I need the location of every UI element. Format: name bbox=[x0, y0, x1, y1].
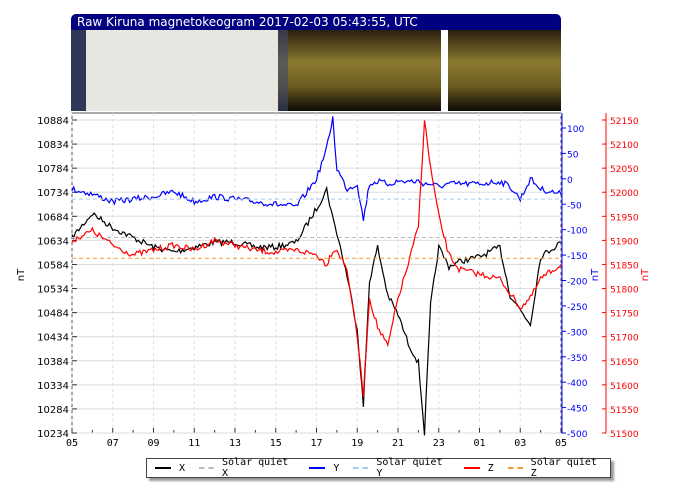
right2-tick-label: 51800 bbox=[610, 286, 639, 296]
legend-label: X bbox=[179, 462, 186, 474]
series-x bbox=[71, 185, 562, 436]
legend-label: Solar quiet X bbox=[222, 457, 289, 479]
right1-tick-label: -500 bbox=[567, 430, 588, 440]
right1-tick-label: -150 bbox=[567, 252, 588, 262]
keogram-night-segment bbox=[71, 30, 86, 111]
right1-tick-label: -250 bbox=[567, 303, 588, 313]
legend-label: Solar quiet Z bbox=[530, 457, 597, 479]
right2-tick-label: 51650 bbox=[610, 358, 639, 368]
left-tick-label: 10434 bbox=[37, 333, 69, 344]
x-tick-label: 07 bbox=[107, 438, 119, 449]
legend-label: Solar quiet Y bbox=[376, 457, 443, 479]
left-tick-label: 10484 bbox=[37, 309, 69, 320]
left-tick-label: 10784 bbox=[37, 164, 69, 175]
legend-label: Z bbox=[487, 462, 494, 474]
left-tick-label: 10534 bbox=[37, 285, 69, 296]
right2-tick-label: 51850 bbox=[610, 261, 639, 271]
right1-tick-label: 100 bbox=[567, 125, 584, 135]
right1-tick-label: 0 bbox=[567, 176, 573, 186]
legend-swatch bbox=[353, 467, 369, 469]
x-tick-label: 05 bbox=[555, 438, 567, 449]
left-tick-label: 10734 bbox=[37, 188, 69, 199]
legend-item: Z bbox=[463, 462, 494, 474]
legend-item: X bbox=[155, 463, 185, 474]
axis-label-nT: nT bbox=[590, 268, 601, 281]
right1-tick-label: -200 bbox=[567, 278, 588, 288]
left-tick-label: 10884 bbox=[37, 116, 69, 127]
right2-tick-label: 51600 bbox=[610, 382, 639, 392]
x-tick-label: 05 bbox=[66, 438, 78, 449]
keogram-aurora-segment bbox=[278, 30, 441, 111]
series-y bbox=[71, 116, 562, 221]
x-tick-label: 13 bbox=[229, 438, 241, 449]
keogram-missing-segment bbox=[86, 30, 278, 111]
left-tick-label: 10334 bbox=[37, 381, 69, 392]
left-tick-label: 10234 bbox=[37, 429, 69, 440]
left-tick-label: 10684 bbox=[37, 212, 69, 223]
right2-tick-label: 52150 bbox=[610, 117, 639, 127]
right2-tick-label: 51900 bbox=[610, 237, 639, 247]
right1-tick-label: -300 bbox=[567, 328, 588, 338]
left-tick-label: 10384 bbox=[37, 357, 69, 368]
legend-item: Solar quiet X bbox=[199, 457, 295, 479]
axis-label-nT: nT bbox=[640, 268, 651, 281]
x-tick-label: 23 bbox=[433, 438, 445, 449]
legend: X Solar quiet X Y Solar quiet Y Z Solar quiet… bbox=[146, 457, 611, 479]
left-tick-label: 10584 bbox=[37, 260, 69, 271]
x-tick-label: 03 bbox=[514, 438, 526, 449]
right1-tick-label: -100 bbox=[567, 227, 588, 237]
legend-item: Solar quiet Z bbox=[507, 457, 604, 479]
right2-tick-label: 52100 bbox=[610, 141, 639, 151]
right1-tick-label: -50 bbox=[567, 201, 582, 211]
legend-swatch bbox=[463, 467, 480, 469]
keogram-image bbox=[71, 30, 561, 111]
right2-tick-label: 51750 bbox=[610, 310, 639, 320]
x-tick-label: 17 bbox=[310, 438, 322, 449]
right2-tick-label: 51950 bbox=[610, 213, 639, 223]
keogram-gap bbox=[441, 30, 448, 111]
chart-title: Raw Kiruna magnetokeogram 2017-02-03 05:… bbox=[71, 14, 561, 30]
right2-tick-label: 52000 bbox=[610, 189, 639, 199]
keogram-strip bbox=[71, 30, 561, 111]
x-tick-label: 21 bbox=[392, 438, 404, 449]
x-tick-label: 09 bbox=[147, 438, 159, 449]
right1-tick-label: -350 bbox=[567, 354, 588, 364]
legend-label: Y bbox=[333, 462, 340, 474]
legend-swatch bbox=[155, 467, 171, 469]
legend-swatch bbox=[507, 467, 523, 469]
right1-tick-label: -400 bbox=[567, 379, 588, 389]
legend-swatch bbox=[199, 467, 215, 469]
x-tick-label: 19 bbox=[351, 438, 363, 449]
axis-label-nT: nT bbox=[16, 268, 27, 281]
left-tick-label: 10634 bbox=[37, 236, 69, 247]
x-tick-label: 01 bbox=[473, 438, 485, 449]
legend-swatch bbox=[309, 467, 326, 469]
keogram-aurora-segment bbox=[448, 30, 561, 111]
right2-tick-label: 52050 bbox=[610, 165, 639, 175]
right2-tick-label: 51500 bbox=[610, 430, 639, 440]
right2-tick-label: 51550 bbox=[610, 406, 639, 416]
left-tick-label: 10284 bbox=[37, 405, 69, 416]
left-tick-label: 10834 bbox=[37, 140, 69, 151]
legend-item: Solar quiet Y bbox=[353, 457, 449, 479]
legend-item: Y bbox=[309, 463, 339, 474]
x-tick-label: 15 bbox=[270, 438, 282, 449]
right1-tick-label: 50 bbox=[567, 150, 579, 160]
right2-tick-label: 51700 bbox=[610, 334, 639, 344]
x-tick-label: 11 bbox=[188, 438, 200, 449]
right1-tick-label: -450 bbox=[567, 405, 588, 415]
